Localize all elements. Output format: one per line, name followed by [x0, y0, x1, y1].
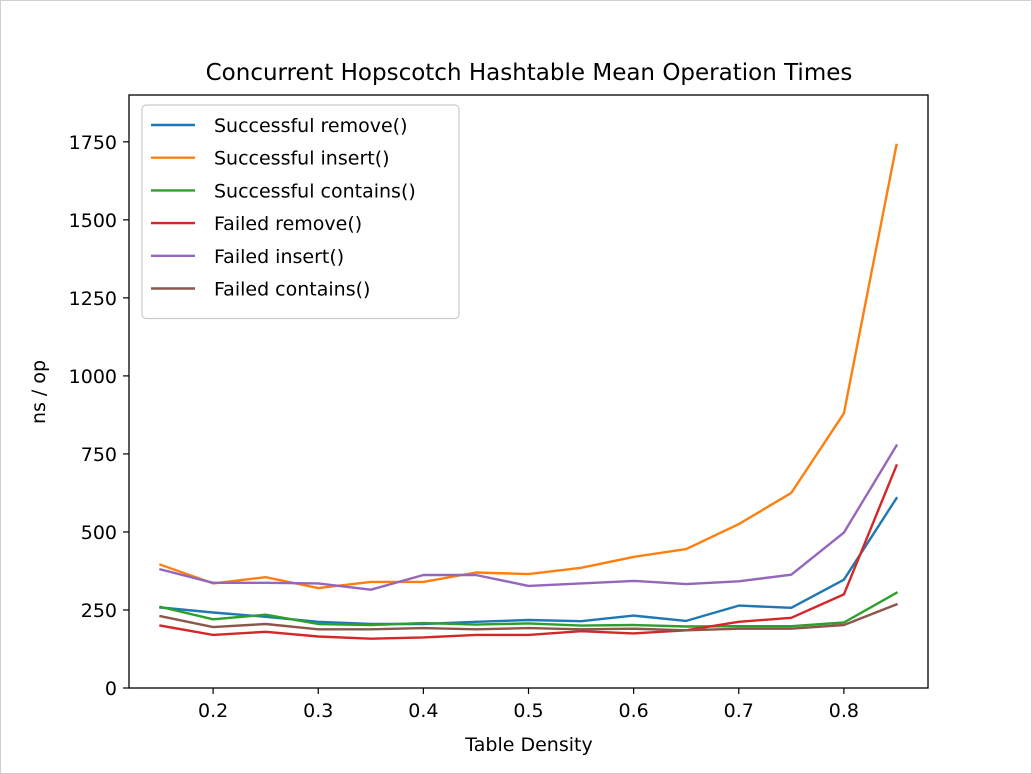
y-axis-title: ns / op [28, 360, 50, 424]
y-tick-label: 0 [105, 678, 117, 700]
y-tick-label: 1000 [69, 366, 117, 388]
x-tick-label: 0.2 [198, 700, 228, 722]
series-line-5 [159, 443, 899, 591]
legend-label: Failed remove() [214, 213, 362, 235]
legend-label: Failed contains() [214, 279, 370, 301]
y-tick-label: 750 [81, 444, 117, 466]
chart-title: Concurrent Hopscotch Hashtable Mean Oper… [206, 60, 853, 86]
legend-label: Successful insert() [214, 148, 390, 170]
x-tick-label: 0.6 [619, 700, 649, 722]
legend: Successful remove() Successful insert() Su… [141, 104, 460, 320]
series-line-3 [159, 591, 899, 628]
x-axis-title: Table Density [464, 734, 592, 756]
y-tick-label: 1250 [69, 288, 117, 310]
y-axis: 0 250 500 750 1000 1250 1500 1750 [69, 132, 129, 700]
x-tick-label: 0.3 [303, 700, 333, 722]
x-tick-label: 0.4 [408, 700, 438, 722]
legend-label: Failed insert() [214, 246, 344, 268]
y-tick-label: 1750 [69, 132, 117, 154]
y-tick-label: 500 [81, 522, 117, 544]
x-tick-label: 0.5 [513, 700, 543, 722]
series-line-6 [159, 602, 899, 632]
y-tick-label: 1500 [69, 210, 117, 232]
y-tick-label: 250 [81, 600, 117, 622]
x-tick-label: 0.7 [724, 700, 754, 722]
plot-area [158, 143, 899, 640]
legend-box [141, 104, 460, 320]
legend-label: Successful contains() [214, 180, 416, 202]
series-line-2 [158, 143, 898, 590]
legend-label: Successful remove() [214, 115, 408, 137]
series-line-4 [159, 463, 899, 640]
series-line-1 [159, 496, 899, 626]
x-axis: 0.2 0.3 0.4 0.5 0.6 0.7 0.8 [198, 688, 859, 722]
x-tick-label: 0.8 [829, 700, 859, 722]
